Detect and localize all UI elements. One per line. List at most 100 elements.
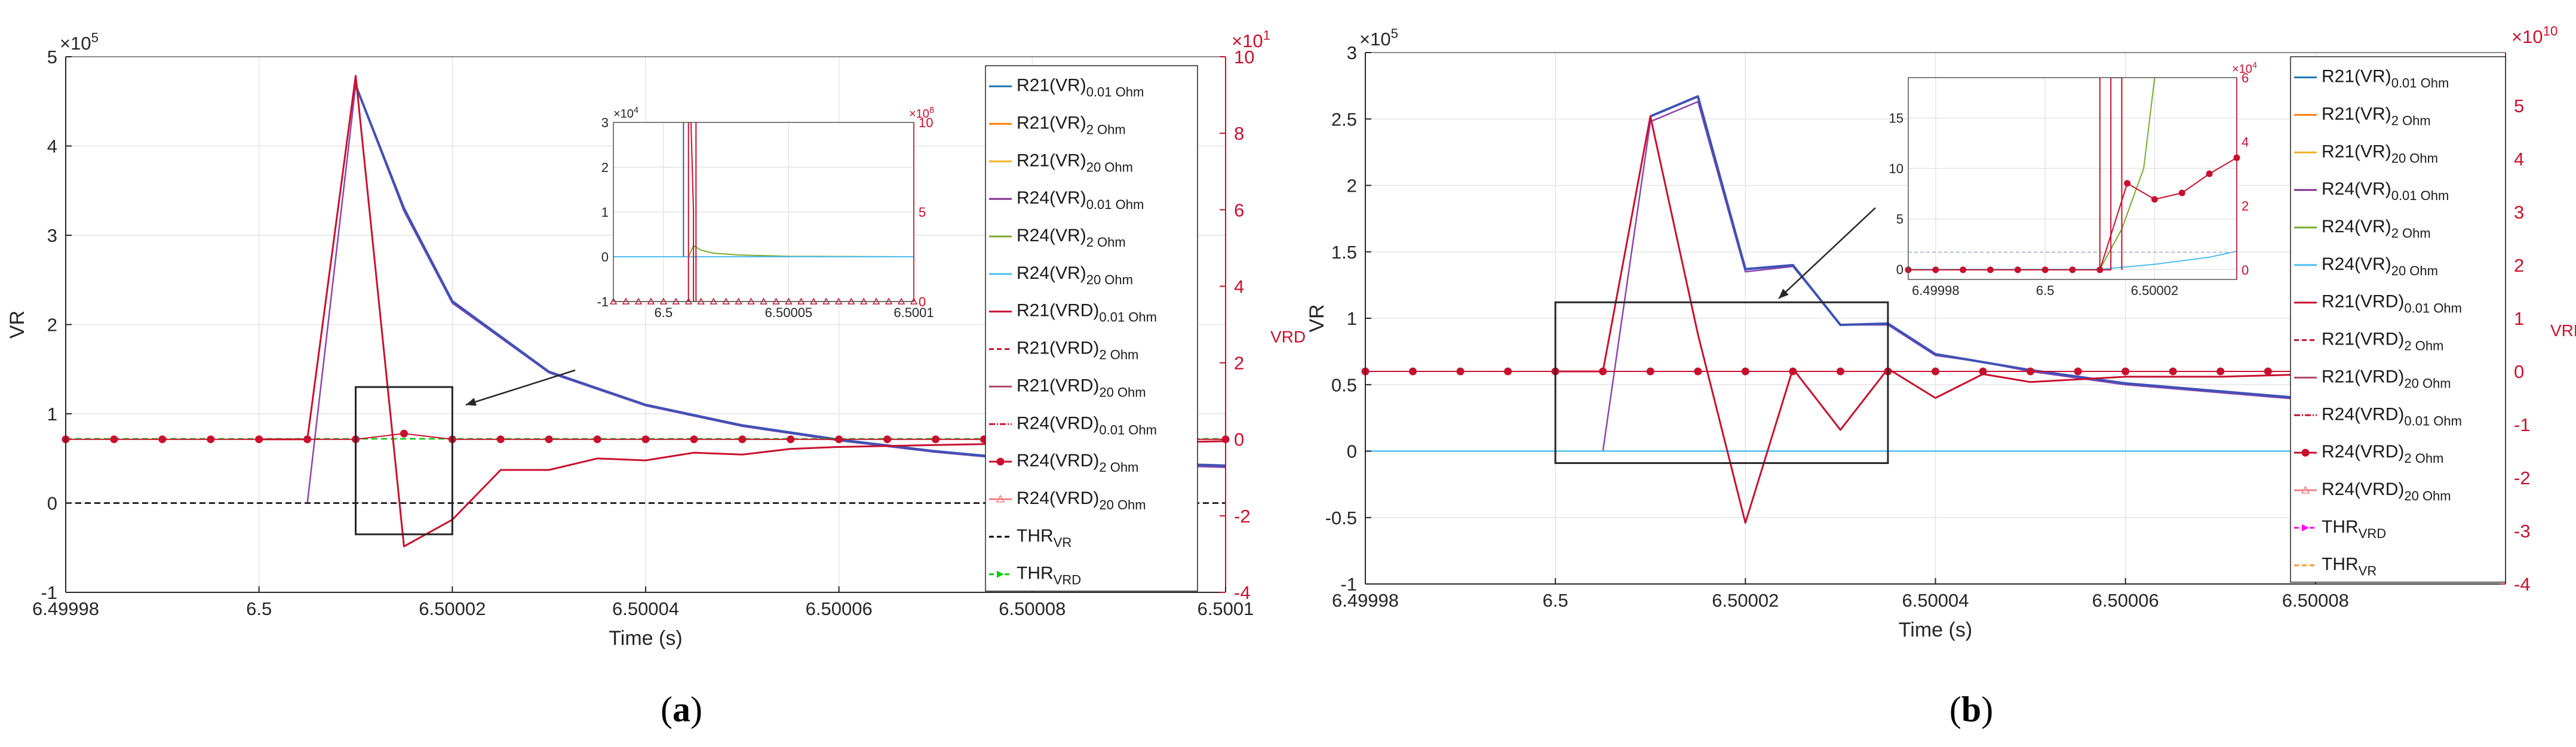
series-marker [593,435,601,444]
y-tick-label-right: 1 [2514,308,2524,329]
inset-y-tick-label-right: 0 [919,294,926,309]
series-marker [2069,266,2076,273]
series-marker [496,435,505,444]
y-tick-label-right: 2 [2514,255,2524,276]
series-marker [2264,367,2272,376]
y-tick-label-left: 2 [1347,176,1357,196]
legend-label: R21(VR)20 Ohm [1017,150,1133,174]
series-marker [2178,189,2185,196]
x-tick-label: 6.5 [1543,590,1568,611]
inset-x-tick-label: 6.49998 [1912,283,1960,298]
x-axis-label: Time (s) [1899,619,1972,641]
series-marker [932,435,939,444]
y-tick-label-left: -1 [1340,574,1357,595]
y-tick-label-right: 4 [2514,149,2524,170]
y-tick-label-left: 2.5 [1331,109,1357,130]
legend-label: R21(VR)2 Ohm [2322,104,2431,128]
legend-label: R21(VRD)2 Ohm [2322,330,2443,353]
x-tick-label: 6.50008 [999,598,1066,619]
x-axis-label: Time (s) [609,627,682,650]
series-marker [883,435,892,444]
legend-label: R21(VR)0.01 Ohm [1017,76,1144,100]
inset-y-tick-label-left: 3 [601,115,609,130]
series-marker [1504,367,1512,376]
legend-marker [2301,448,2310,457]
y-tick-label-left: -0.5 [1325,508,1357,528]
legend-label: R24(VRD)0.01 Ohm [1017,413,1157,437]
y-tick-label-left: 0.5 [1331,374,1357,395]
y-tick-label-right: -3 [2514,521,2531,542]
zoom-box [355,386,453,536]
x-tick-label: 6.50006 [806,598,873,619]
y-tick-label-left: -1 [41,582,57,603]
left-multiplier: ×105 [60,30,99,54]
series-marker [2121,367,2130,376]
series-line [2099,78,2123,270]
series-marker [1960,266,1967,273]
legend-b: R21(VR)0.01 Ohm R21(VR)2 Ohm R21(VR)20 Ohm… [2290,56,2506,583]
y-tick-label-right: 5 [2514,96,2524,116]
inset-y-tick-label-left: 2 [601,160,609,175]
inset-y-tick-label-left: 10 [1889,161,1903,176]
legend-label: R24(VR)2 Ohm [1017,226,1126,250]
series-marker [1836,367,1844,376]
legend-a: R21(VR)0.01 Ohm R21(VR)2 Ohm R21(VR)20 Ohm… [985,65,1198,592]
inset-x-tick-label: 6.5 [2036,283,2055,298]
chart-a: 6.49998 6.5 6.50002 6.50004 6.50006 6.50008 6.… [6,28,1306,729]
inset-x-tick-label: 6.5001 [894,305,934,320]
legend-label: R21(VRD)0.01 Ohm [2322,292,2462,316]
series-marker [641,435,650,444]
legend-label: R24(VRD)0.01 Ohm [2322,404,2462,428]
series-marker [400,429,408,438]
y-tick-label-right: 6 [1234,199,1244,220]
legend-marker [997,570,1004,578]
legend-label: R24(VRD)20 Ohm [1017,488,1146,512]
y-tick-label-left: 4 [47,136,57,157]
x-tick-label: 6.5001 [1198,598,1254,619]
y-tick-label-right: 3 [2514,202,2524,223]
series-marker [2014,266,2021,273]
panel-caption: (b) [1949,690,1993,729]
inset-y-tick-label-left: 0 [601,250,609,265]
x-tick-label: 6.5 [246,598,272,619]
series-marker [1409,367,1417,376]
legend-marker [2301,485,2310,494]
y-tick-label-left: 0 [1347,441,1357,462]
legend-box [2290,56,2506,583]
x-tick-label: 6.50004 [612,598,679,619]
series-marker [1932,367,1939,376]
series-marker [1456,367,1464,376]
inset-x-tick-label: 6.50002 [2131,283,2179,298]
inset-y-tick-label-left: 1 [601,205,609,220]
legend-label: R24(VRD)2 Ohm [2322,442,2443,466]
panel-caption: (a) [661,690,702,729]
inset-x-tick-label: 6.5 [655,305,673,320]
series-line [613,245,914,257]
legend-label: R24(VR)0.01 Ohm [1017,188,1144,212]
legend-marker [996,494,1005,503]
inset-left-multiplier: ×104 [613,106,638,121]
right-multiplier: ×1010 [2511,24,2557,47]
series-marker [2151,196,2158,203]
legend-label: THRVR [1017,526,1071,550]
legend-label: THRVR [2322,555,2377,579]
connector-arrowhead [1779,288,1789,299]
y-axis-label-right: VRD [2550,321,2576,340]
series-marker [158,435,167,444]
inset-y-tick-label-right: 2 [2242,199,2249,214]
series-line [687,122,697,302]
series-marker [545,435,553,444]
series-line [354,85,1226,467]
legend-label: R21(VRD)0.01 Ohm [1017,301,1157,325]
y-tick-label-right: 0 [2514,361,2524,382]
series-marker [1646,367,1654,376]
series-marker [2216,367,2225,376]
y-tick-label-left: 0 [47,493,57,514]
series-marker [787,435,795,444]
inset-y-tick-label-right: 0 [2242,263,2249,278]
y-tick-label-right: 0 [1234,429,1244,450]
series-marker [2027,367,2035,376]
series-marker [110,435,118,444]
inset-y-tick-label-right: 10 [919,115,933,130]
